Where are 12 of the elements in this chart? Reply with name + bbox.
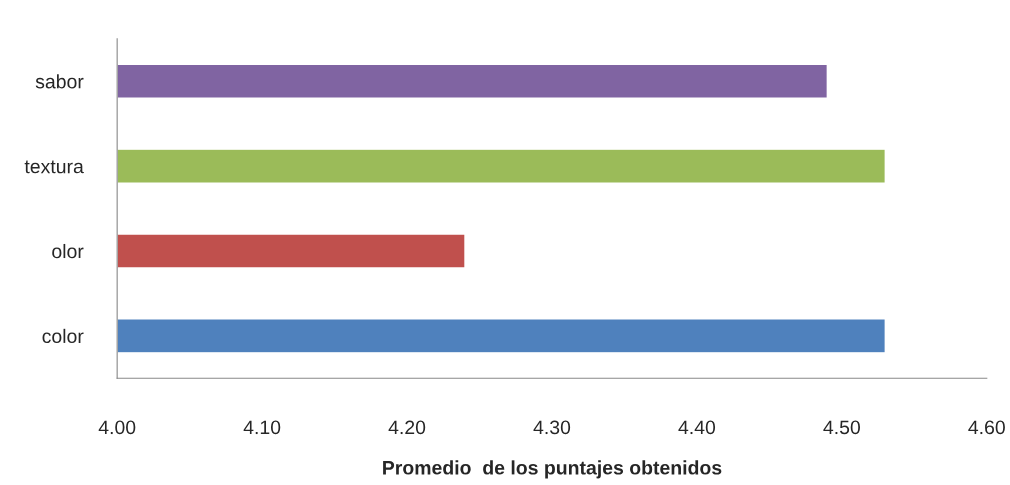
y-tick-label: color bbox=[42, 328, 84, 344]
y-tick-label: olor bbox=[52, 243, 84, 259]
x-axis-title: Promedio de los puntajes obtenidos bbox=[383, 460, 722, 479]
x-tick-label: 4.40 bbox=[678, 420, 716, 435]
x-tick-label: 4.50 bbox=[823, 420, 860, 435]
y-tick-label: sabor bbox=[35, 74, 84, 89]
x-tick-label: 4.60 bbox=[968, 420, 1005, 435]
x-tick-label: 4.00 bbox=[98, 420, 136, 435]
x-tick-label: 4.20 bbox=[388, 420, 426, 435]
y-tick-label: textura bbox=[24, 160, 84, 174]
x-tick-label: 4.30 bbox=[533, 420, 571, 435]
x-tick-label: 4.10 bbox=[243, 420, 281, 435]
